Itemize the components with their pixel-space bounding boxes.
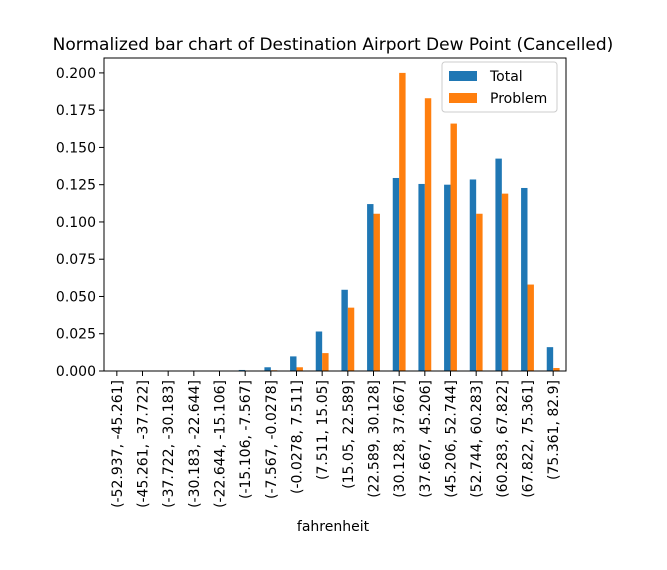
bar-total-10 (367, 204, 374, 371)
legend-swatch-total (449, 71, 477, 81)
y-tick-label: 0.000 (56, 364, 96, 380)
bar-problem-12 (424, 98, 432, 372)
x-tick-label: (-45.261, -37.722] (136, 380, 152, 508)
bar-problem-16 (527, 284, 534, 371)
bar-problem-14 (476, 213, 483, 371)
bar-total-11 (392, 177, 400, 371)
bar-problem-11 (399, 72, 406, 372)
legend-label-problem: Problem (490, 91, 547, 107)
x-tick-label: (-15.106, -7.567] (238, 380, 254, 499)
bar-problem-9 (347, 307, 355, 371)
bar-total-9 (341, 289, 348, 371)
legend-label-total: Total (489, 69, 523, 85)
x-tick-label: (52.744, 60.283] (469, 380, 485, 498)
y-tick-label: 0.025 (56, 327, 96, 343)
y-tick-label: 0.150 (56, 140, 96, 156)
x-tick-label: (45.206, 52.744] (444, 380, 460, 498)
legend: Total Problem (441, 61, 558, 113)
bar-total-12 (418, 183, 425, 371)
y-tick-label: 0.200 (56, 66, 96, 82)
x-tick-label: (-22.644, -15.106] (213, 380, 229, 508)
bar-total-8 (315, 331, 323, 371)
bar-problem-10 (373, 213, 380, 371)
x-axis-label: fahrenheit (297, 519, 370, 535)
y-tick-label: 0.075 (56, 252, 96, 268)
bar-problem-7 (296, 367, 303, 371)
bar-total-5 (238, 369, 246, 371)
x-tick-label: (67.822, 75.361] (521, 380, 537, 498)
bar-total-16 (521, 187, 528, 371)
legend-swatch-problem (449, 93, 477, 103)
x-tick-label: (22.589, 30.128] (367, 380, 383, 498)
bar-total-17 (546, 347, 554, 371)
x-tick-label: (-7.567, -0.0278] (264, 380, 280, 499)
bar-problem-15 (501, 193, 509, 371)
bar-problem-17 (553, 368, 560, 371)
x-tick-label: (37.667, 45.206] (418, 380, 434, 498)
bar-total-14 (469, 179, 477, 371)
y-tick-label: 0.050 (56, 289, 96, 305)
bar-total-13 (444, 184, 451, 371)
x-tick-label: (-52.937, -45.261] (110, 380, 126, 508)
bar-total-7 (290, 356, 297, 371)
bar-total-15 (495, 158, 502, 371)
x-tick-label: (60.283, 67.822] (495, 380, 511, 498)
x-tick-label: (-30.183, -22.644] (187, 380, 203, 508)
x-tick-label: (30.128, 37.667] (392, 380, 408, 498)
y-tick-label: 0.100 (56, 215, 96, 231)
y-tick-label: 0.125 (56, 178, 96, 194)
plot-frame (103, 57, 567, 372)
bar-problem-8 (322, 353, 329, 371)
x-tick-label: (-0.0278, 7.511] (290, 380, 306, 494)
x-axis: (-52.937, -45.261] (-45.261, -37.722] (-37… (110, 371, 562, 508)
x-tick-label: (-37.722, -30.183] (161, 380, 177, 508)
chart-title: Normalized bar chart of Destination Airp… (53, 35, 614, 55)
x-tick-label: (75.361, 82.9] (546, 380, 562, 480)
bar-total-6 (264, 367, 271, 371)
bar-problem-13 (450, 123, 457, 371)
x-tick-label: (7.511, 15.05] (315, 380, 331, 480)
bars-group (238, 72, 560, 372)
x-tick-label: (15.05, 22.589] (341, 380, 357, 489)
y-tick-label: 0.175 (56, 103, 96, 119)
y-axis: 0.000 0.025 0.050 0.075 0.100 0.125 0.150 0.175… (56, 66, 104, 380)
